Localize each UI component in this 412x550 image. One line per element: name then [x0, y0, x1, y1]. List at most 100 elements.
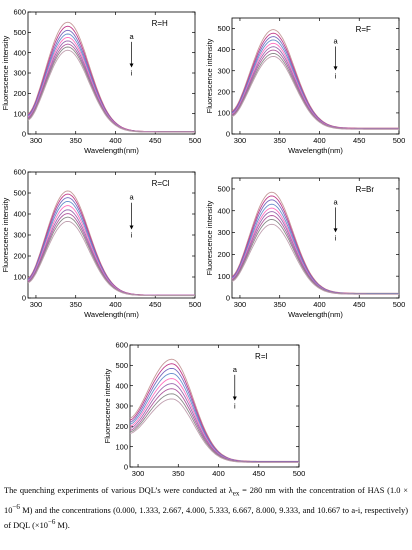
x-tick-label: 500	[293, 469, 306, 478]
quench-arrowhead	[333, 228, 338, 233]
y-tick-label: 300	[115, 402, 128, 411]
chart-panel-1: 300 350 400 450 500 0 100 200 300 400 500 600 Wavele…	[1, 8, 201, 155]
x-axis-label: Wavelength(nm)	[84, 146, 139, 155]
y-tick-label: 100	[217, 272, 230, 281]
y-tick-label: 400	[217, 206, 230, 215]
y-tick-label: 500	[13, 28, 26, 37]
x-tick-label: 400	[313, 136, 326, 145]
quench-arrowhead	[333, 66, 338, 71]
y-tick-label: 500	[115, 361, 128, 370]
caption-text-3: M) and the concentrations (0.000, 1.333,…	[4, 505, 408, 531]
spectrum-line-i	[27, 49, 195, 133]
y-tick-label: 100	[115, 442, 128, 451]
plot-frame	[27, 171, 196, 299]
spectrum-line-b	[231, 32, 399, 129]
x-tick-label: 350	[69, 136, 82, 145]
y-axis-label: Fluorescence intensity	[1, 197, 10, 272]
y-tick-label: 0	[226, 294, 230, 303]
caption-text-4: M).	[55, 521, 70, 531]
x-tick-label: 300	[30, 136, 43, 145]
y-tick-label: 100	[13, 109, 26, 118]
x-tick-label: 450	[353, 136, 366, 145]
arrow-end-label: i	[335, 233, 337, 242]
x-tick-label: 500	[393, 300, 406, 309]
y-tick-label: 200	[13, 89, 26, 98]
y-tick-label: 0	[124, 463, 128, 472]
spectrum-line-b	[27, 193, 195, 296]
caption-text-2: = 280 nm with the concentration of HAS (…	[4, 486, 408, 515]
spectrum-line-i	[231, 55, 399, 130]
caption-superscript-1: −6	[12, 502, 20, 511]
x-tick-label: 450	[253, 469, 266, 478]
y-axis-label: Fluorescence intensity	[1, 35, 10, 110]
y-tick-label: 400	[13, 210, 26, 219]
arrow-start-label: a	[129, 193, 134, 202]
y-tick-label: 600	[13, 168, 26, 177]
spectrum-line-i	[231, 223, 399, 295]
spectrum-line-a	[27, 21, 195, 133]
caption-superscript-2: −6	[47, 518, 56, 527]
y-tick-label: 300	[13, 231, 26, 240]
y-axis-label: Fluorescence intensity	[103, 368, 112, 443]
x-tick-label: 300	[30, 300, 43, 309]
x-tick-label: 350	[69, 300, 82, 309]
y-tick-label: 600	[13, 8, 26, 17]
spectrum-line-a	[27, 190, 195, 296]
arrow-end-label: i	[335, 71, 337, 80]
x-tick-label: 400	[212, 469, 225, 478]
spectrum-line-a	[231, 191, 399, 294]
chart-panel-3: 300 350 400 450 500 0 100 200 300 400 500 600 Wavele…	[1, 168, 201, 319]
spectrum-line-a	[231, 29, 399, 129]
plot-frame	[27, 11, 196, 135]
x-axis-label: Wavelength(nm)	[288, 146, 343, 155]
substituent-label: R=F	[356, 25, 371, 34]
y-tick-label: 400	[13, 48, 26, 57]
x-tick-label: 300	[234, 300, 247, 309]
x-axis-label: Wavelength(nm)	[84, 310, 139, 319]
arrow-start-label: a	[129, 32, 134, 41]
x-tick-label: 500	[189, 136, 202, 145]
chart-panel-4: 300 350 400 450 500 0 100 200 300 400 500 Wavelengt…	[205, 177, 406, 319]
y-tick-label: 100	[13, 273, 26, 282]
y-tick-label: 300	[217, 228, 230, 237]
spectrum-line-i	[129, 398, 299, 463]
x-tick-label: 500	[393, 136, 406, 145]
y-tick-label: 400	[217, 45, 230, 54]
x-tick-label: 300	[132, 469, 145, 478]
x-tick-label: 450	[149, 136, 162, 145]
x-axis-label: Wavelength(nm)	[288, 310, 343, 319]
chart-panel-5: 3003504004505000100200300400500600Wavele…	[103, 341, 305, 478]
spectrum-line-f	[129, 383, 299, 463]
x-tick-label: 500	[189, 300, 202, 309]
spectrum-line-c	[231, 36, 399, 129]
arrow-start-label: a	[333, 37, 338, 46]
y-tick-label: 200	[115, 422, 128, 431]
arrow-end-label: i	[131, 68, 133, 77]
x-tick-label: 350	[273, 136, 286, 145]
substituent-label: R=Cl	[152, 179, 170, 188]
x-tick-label: 300	[234, 136, 247, 145]
plot-frame	[231, 17, 400, 135]
x-tick-label: 350	[172, 469, 185, 478]
y-tick-label: 600	[115, 341, 128, 350]
arrow-end-label: i	[234, 401, 236, 410]
x-tick-label: 450	[149, 300, 162, 309]
spectrum-line-a	[129, 358, 299, 462]
arrow-end-label: i	[131, 231, 133, 240]
spectrum-line-d	[129, 373, 299, 463]
y-tick-label: 500	[217, 185, 230, 194]
y-tick-label: 0	[22, 294, 26, 303]
caption-text-1: The quenching experiments of various DQL…	[4, 486, 233, 495]
x-tick-label: 400	[313, 300, 326, 309]
spectrum-line-c	[129, 367, 299, 463]
spectrum-line-i	[27, 220, 195, 297]
y-tick-label: 400	[115, 381, 128, 390]
quench-arrowhead	[232, 396, 237, 401]
x-tick-label: 450	[353, 300, 366, 309]
plot-frame	[231, 177, 400, 299]
y-tick-label: 200	[217, 250, 230, 259]
arrow-start-label: a	[333, 197, 338, 206]
figure-caption: The quenching experiments of various DQL…	[4, 484, 408, 532]
spectrum-line-b	[231, 195, 399, 294]
y-tick-label: 300	[217, 66, 230, 75]
